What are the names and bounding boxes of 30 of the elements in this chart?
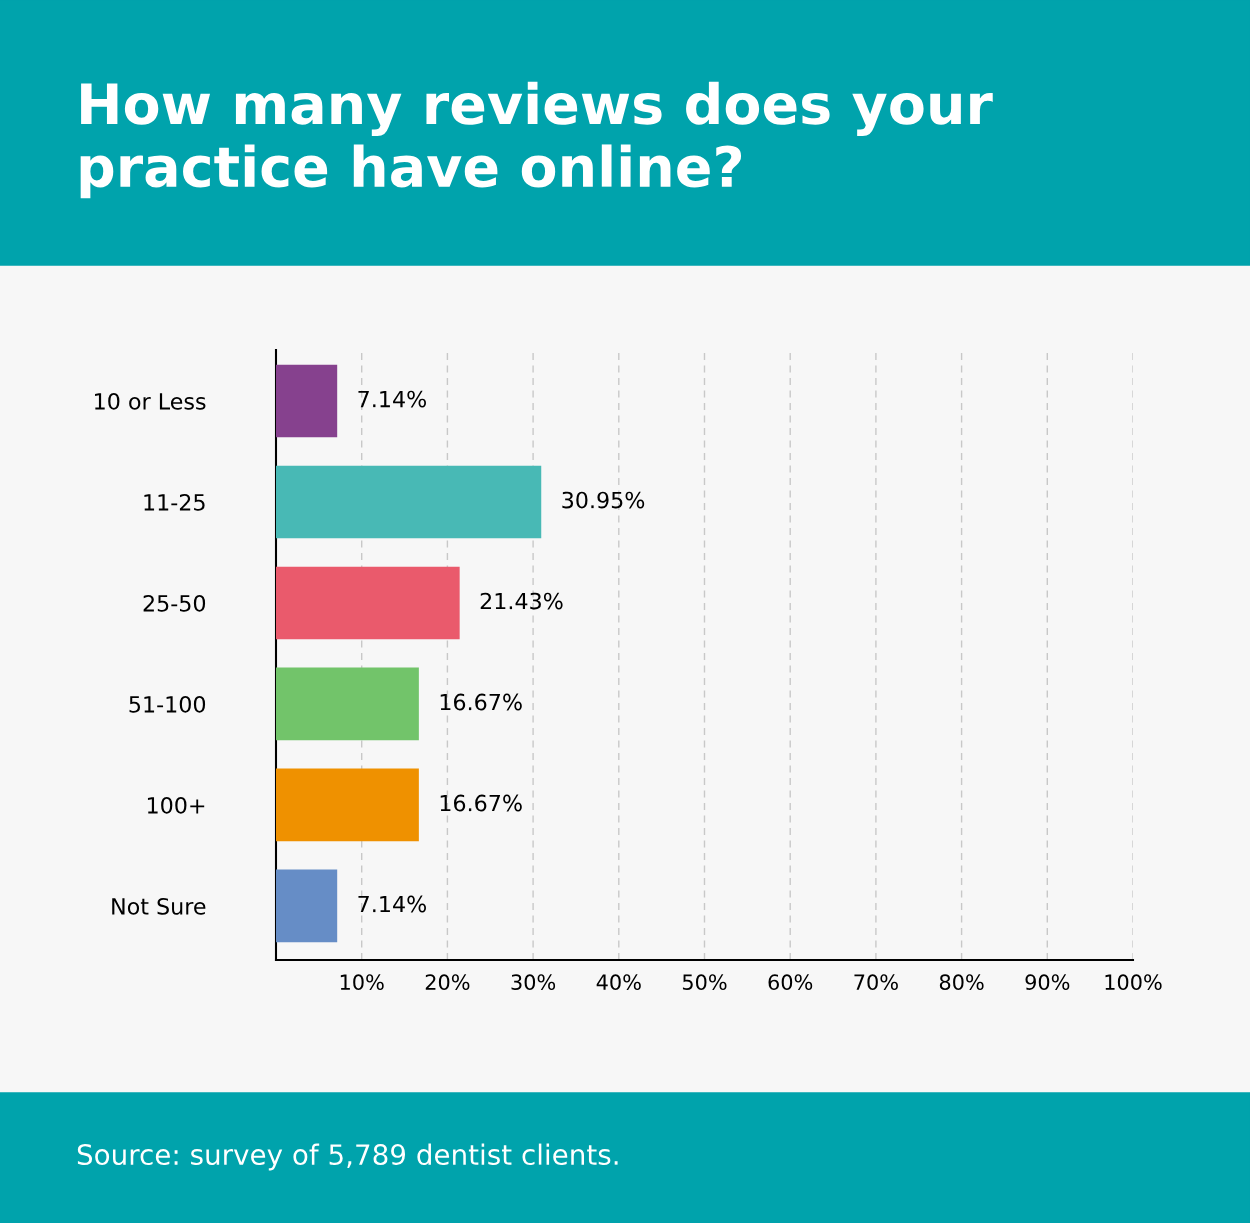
source-note: Source: survey of 5,789 dentist clients. <box>77 1143 618 1171</box>
x-tick-label: 30% <box>511 974 556 991</box>
bar <box>276 667 419 741</box>
x-tick-label: 10% <box>340 974 384 991</box>
y-tick-label: 100+ <box>147 796 205 814</box>
data-label: 21.43% <box>480 592 563 610</box>
x-tick-label: 40% <box>596 974 641 991</box>
data-label: 30.95% <box>562 491 645 509</box>
y-tick-label: 51-100 <box>129 695 206 713</box>
x-tick-label: 60% <box>768 974 813 991</box>
y-tick-label: Not Sure <box>112 897 206 915</box>
x-tick-label: 50% <box>682 974 727 991</box>
chart-title: How many reviews does your practice have online? <box>80 81 993 199</box>
data-label: 16.67% <box>440 693 522 711</box>
bar <box>276 768 419 842</box>
bar <box>276 869 338 943</box>
x-tick-label: 100% <box>1105 974 1162 991</box>
data-label: 7.14% <box>358 390 426 408</box>
bar <box>276 465 542 539</box>
x-tick-label: 20% <box>425 974 470 991</box>
data-label: 7.14% <box>358 895 426 913</box>
y-tick-label: 11-25 <box>144 493 205 511</box>
x-tick-label: 80% <box>939 974 984 991</box>
bar <box>276 566 460 640</box>
bar <box>276 364 338 438</box>
y-tick-label: 10 or Less <box>95 392 206 410</box>
x-tick-label: 90% <box>1025 974 1070 991</box>
y-tick-label: 25-50 <box>143 594 206 612</box>
data-label: 16.67% <box>440 794 522 812</box>
x-tick-label: 70% <box>854 974 898 991</box>
